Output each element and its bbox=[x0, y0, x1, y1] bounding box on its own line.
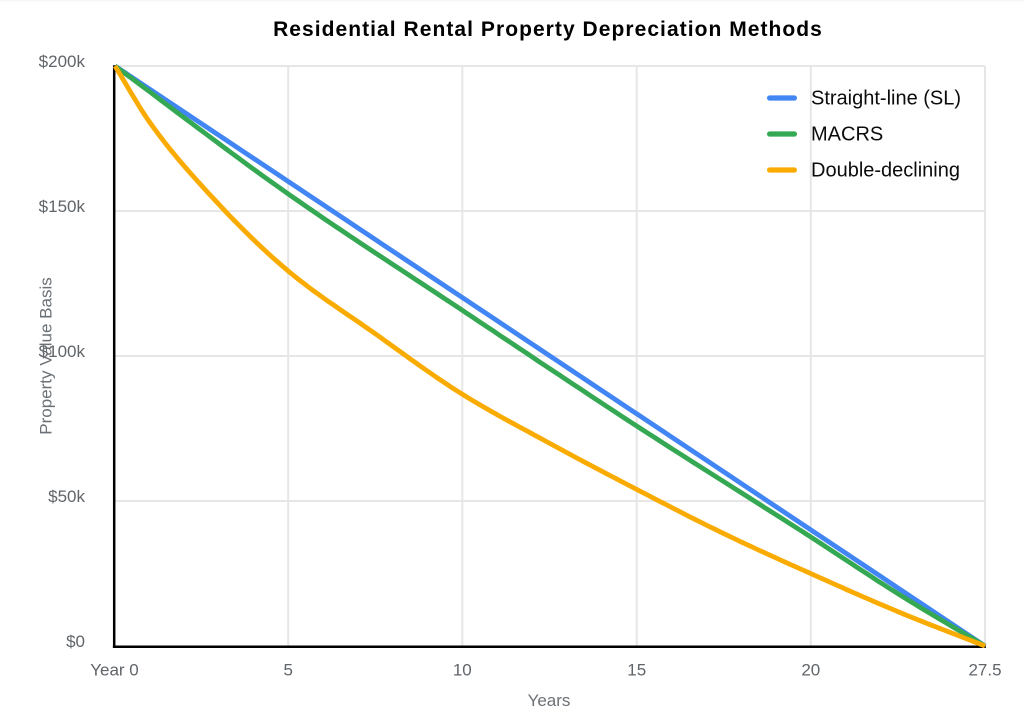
svg-text:Straight-line (SL): Straight-line (SL) bbox=[811, 88, 961, 110]
svg-text:10: 10 bbox=[453, 661, 472, 680]
svg-text:5: 5 bbox=[283, 661, 292, 680]
svg-text:MACRS: MACRS bbox=[811, 124, 883, 146]
svg-text:$0: $0 bbox=[66, 632, 85, 651]
svg-text:20: 20 bbox=[801, 661, 820, 680]
svg-text:$200k: $200k bbox=[39, 52, 86, 71]
svg-text:Double-declining: Double-declining bbox=[811, 160, 960, 182]
svg-text:Years: Years bbox=[528, 691, 571, 710]
svg-text:$150k: $150k bbox=[39, 197, 86, 216]
svg-text:Year 0: Year 0 bbox=[90, 661, 139, 680]
svg-text:15: 15 bbox=[627, 661, 646, 680]
svg-text:$100k: $100k bbox=[39, 342, 86, 361]
svg-text:Residential Rental Property De: Residential Rental Property Depreciation… bbox=[273, 18, 823, 41]
svg-text:Property Value Basis: Property Value Basis bbox=[37, 277, 56, 434]
svg-text:$50k: $50k bbox=[48, 487, 85, 506]
svg-text:27.5: 27.5 bbox=[968, 661, 1001, 680]
